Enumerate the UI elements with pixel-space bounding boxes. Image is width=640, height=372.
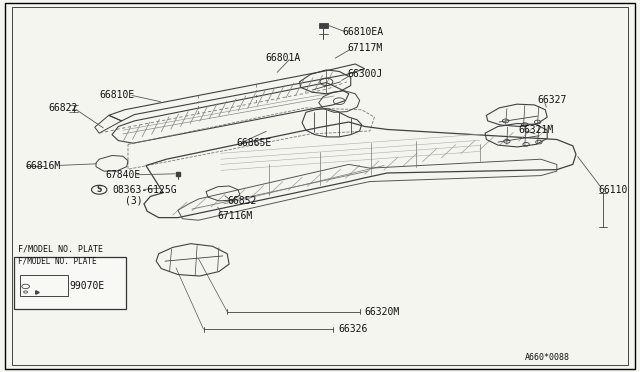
Text: 67116M: 67116M (218, 211, 253, 221)
Text: 66816M: 66816M (26, 161, 61, 170)
Text: 66801A: 66801A (266, 53, 301, 62)
Text: A660*0088: A660*0088 (525, 353, 570, 362)
Text: F/MODEL NO. PLATE: F/MODEL NO. PLATE (18, 257, 97, 266)
Text: 66326: 66326 (338, 324, 367, 334)
Text: 66810E: 66810E (99, 90, 134, 100)
Text: 66321M: 66321M (518, 125, 554, 135)
Text: 08363-6125G: 08363-6125G (112, 185, 177, 195)
Text: (3): (3) (125, 196, 143, 206)
Text: 66810EA: 66810EA (342, 28, 383, 37)
Text: 66852: 66852 (227, 196, 257, 206)
Text: 66110: 66110 (598, 185, 628, 195)
Text: 66865E: 66865E (237, 138, 272, 148)
Text: 67117M: 67117M (347, 44, 382, 53)
Text: 66327: 66327 (538, 96, 567, 105)
Bar (14, 257, 126, 309)
Text: S: S (97, 185, 102, 194)
Bar (20, 275, 68, 296)
Text: 66822: 66822 (48, 103, 77, 113)
Bar (319, 23, 328, 28)
Text: 99070E: 99070E (69, 282, 104, 291)
Text: F/MODEL NO. PLATE: F/MODEL NO. PLATE (18, 245, 103, 254)
Text: 67840E: 67840E (106, 170, 141, 180)
Text: 66320M: 66320M (365, 307, 400, 317)
Text: 66300J: 66300J (347, 70, 382, 79)
